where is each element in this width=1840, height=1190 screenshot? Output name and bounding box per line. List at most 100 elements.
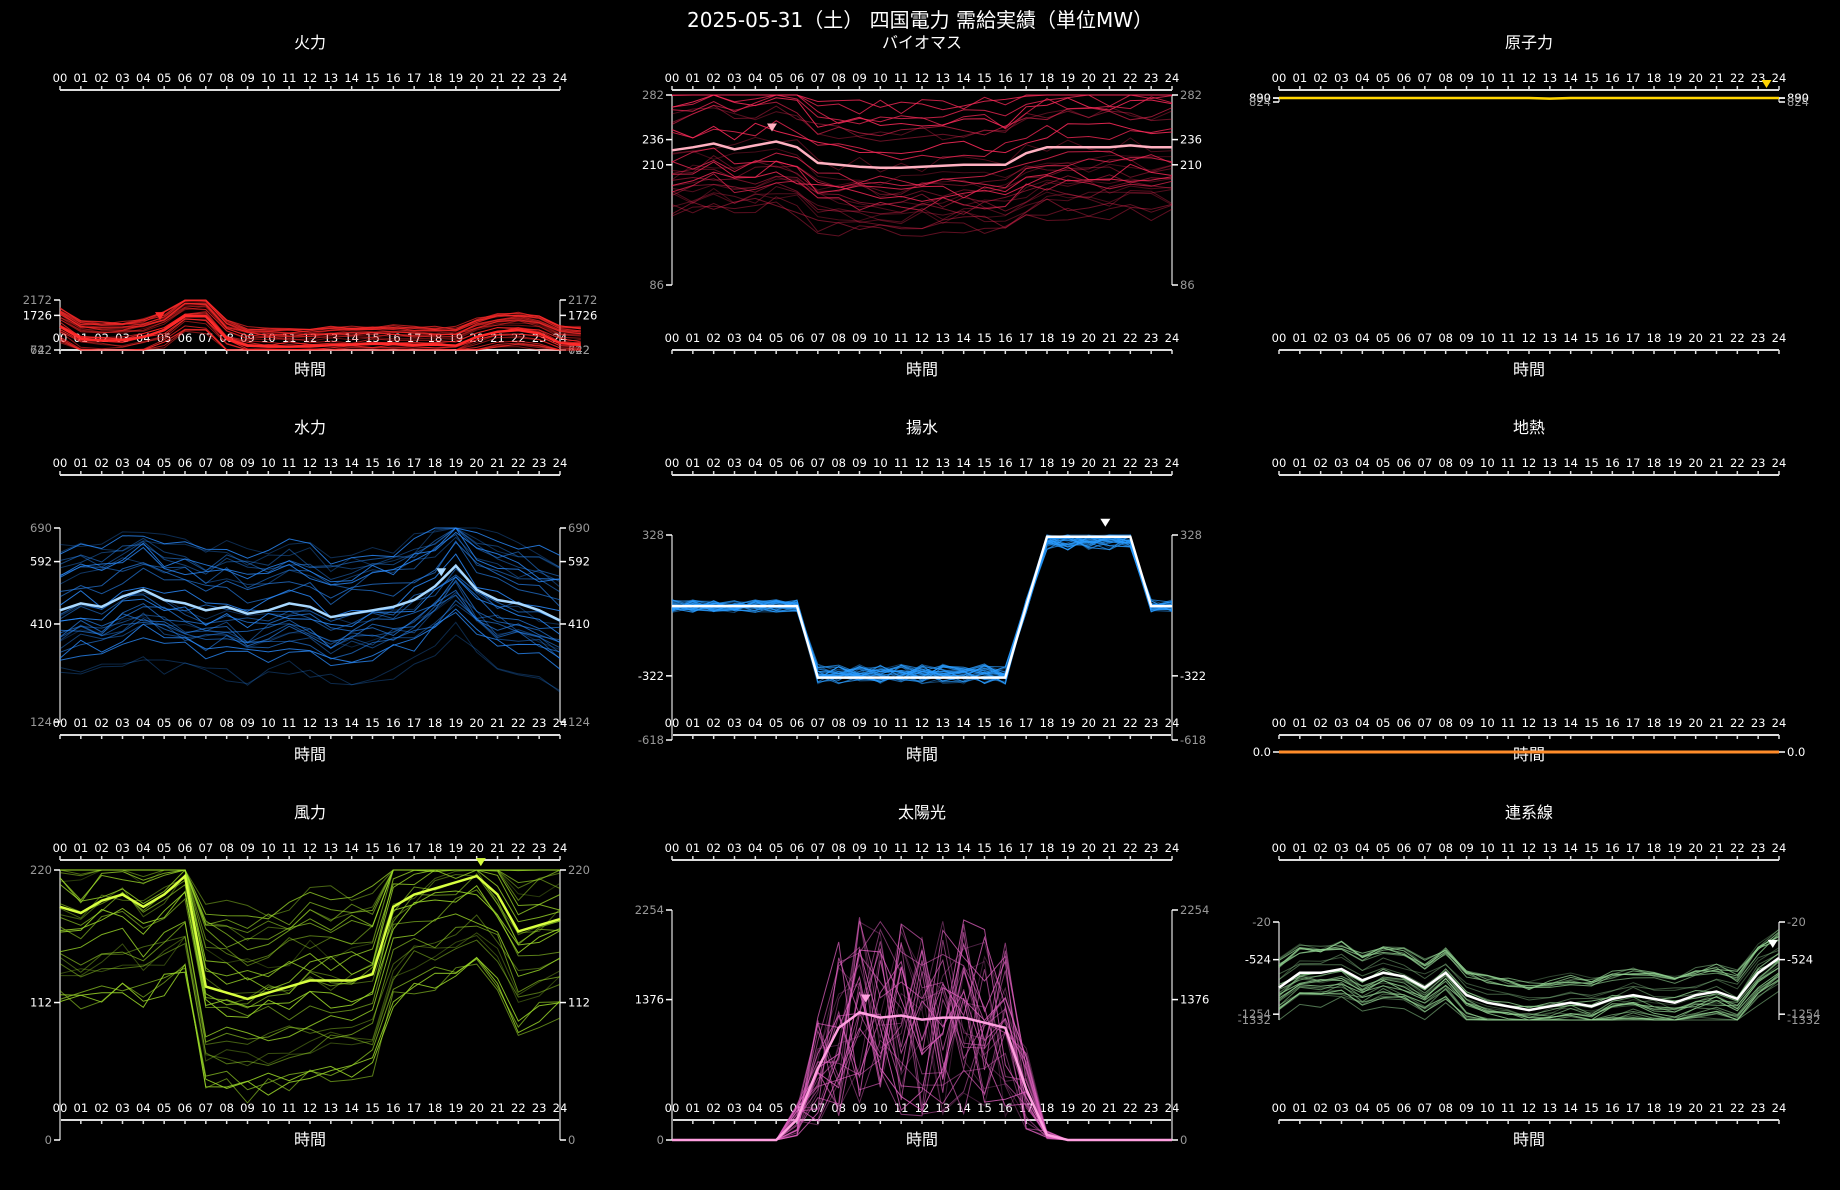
x-tick-label: 04	[1355, 456, 1370, 470]
x-tick-label: 08	[831, 1101, 846, 1115]
y-tick-label-left: -524	[1245, 953, 1271, 967]
x-tick-label: 13	[1543, 841, 1558, 855]
x-tick-label: 04	[136, 841, 151, 855]
x-tick-label: 07	[811, 331, 826, 345]
x-tick-label: 08	[1438, 716, 1453, 730]
x-tick-label: 15	[365, 841, 380, 855]
series-line	[1278, 928, 1780, 987]
x-tick-label: 08	[219, 1101, 234, 1115]
x-tick-label: 01	[74, 1101, 89, 1115]
x-tick-label: 17	[407, 71, 422, 85]
x-tick-label: 24	[1772, 1101, 1787, 1115]
x-tick-label: 02	[706, 841, 721, 855]
series-line	[671, 534, 1173, 680]
x-tick-label: 20	[469, 71, 484, 85]
x-tick-label: 13	[936, 331, 951, 345]
x-tick-label: 24	[553, 841, 568, 855]
x-tick-label: 09	[240, 841, 255, 855]
y-tick-label-right: 112	[568, 996, 590, 1010]
y-tick-label-left: 889	[1249, 91, 1271, 105]
series-line	[59, 536, 561, 588]
x-tick-label: 13	[1543, 456, 1558, 470]
x-tick-label: 16	[386, 71, 401, 85]
x-tick-label: 21	[1709, 456, 1724, 470]
x-tick-label: 16	[998, 841, 1013, 855]
series-line	[1278, 939, 1780, 987]
x-tick-label: 23	[1144, 331, 1159, 345]
x-tick-label: 19	[1061, 716, 1076, 730]
x-tick-label: 18	[1040, 716, 1055, 730]
x-tick-label: 00	[665, 331, 680, 345]
y-tick-label-left: 220	[30, 863, 52, 877]
x-tick-label: 20	[1081, 841, 1096, 855]
x-tick-label: 20	[1688, 331, 1703, 345]
x-tick-label: 09	[852, 456, 867, 470]
x-tick-label: 00	[1272, 71, 1287, 85]
x-tick-label: 22	[1730, 331, 1745, 345]
x-tick-label: 04	[1355, 716, 1370, 730]
x-tick-label: 16	[998, 716, 1013, 730]
x-tick-label: 20	[1688, 456, 1703, 470]
x-tick-label: 12	[915, 71, 930, 85]
x-axis-label: 時間	[294, 360, 326, 379]
series-line	[60, 869, 560, 929]
x-tick-label: 09	[852, 331, 867, 345]
x-tick-label: 17	[407, 331, 422, 345]
x-tick-label: 18	[1647, 716, 1662, 730]
series-line	[59, 634, 561, 693]
x-tick-label: 15	[977, 456, 992, 470]
x-tick-label: 01	[686, 841, 701, 855]
panel-0: 火力 00 01 02 03 04 05 06 07 08 09 10 11 12 13 14 15 16 17 18…	[23, 33, 598, 379]
x-tick-label: 11	[282, 71, 297, 85]
panel-title: 火力	[294, 33, 326, 52]
x-tick-label: 12	[303, 716, 318, 730]
x-tick-label: 00	[1272, 1101, 1287, 1115]
x-tick-label: 02	[706, 716, 721, 730]
series-line	[59, 934, 561, 1065]
x-tick-label: 01	[686, 1101, 701, 1115]
x-tick-label: 07	[199, 1101, 214, 1115]
series-line	[1278, 967, 1780, 1019]
x-tick-label: 05	[1376, 841, 1391, 855]
x-tick-label: 07	[199, 71, 214, 85]
x-tick-label: 06	[1397, 71, 1412, 85]
x-tick-label: 24	[1165, 841, 1180, 855]
x-tick-label: 20	[469, 716, 484, 730]
x-tick-label: 05	[157, 71, 172, 85]
x-tick-label: 01	[686, 716, 701, 730]
series-line	[59, 302, 581, 335]
x-tick-label: 18	[1647, 456, 1662, 470]
y-tick-label-right: 2172	[568, 293, 597, 307]
x-tick-label: 21	[1102, 71, 1117, 85]
y-tick-label-right: 889	[1787, 91, 1809, 105]
y-tick-label-left: 210	[642, 158, 664, 172]
x-tick-label: 13	[324, 1101, 339, 1115]
series-line	[671, 536, 1173, 683]
y-tick-label-right: -322	[1180, 669, 1206, 683]
x-tick-label: 10	[873, 1101, 888, 1115]
x-tick-label: 23	[532, 1101, 547, 1115]
series-line	[671, 196, 1173, 235]
current-marker	[155, 312, 165, 321]
x-tick-label: 06	[790, 456, 805, 470]
x-tick-label: 01	[74, 71, 89, 85]
series-line	[671, 197, 1173, 231]
x-tick-label: 07	[811, 71, 826, 85]
series-line	[59, 889, 561, 1021]
x-tick-label: 18	[1040, 1101, 1055, 1115]
y-tick-label-min: 642	[30, 343, 52, 357]
x-tick-label: 09	[852, 1101, 867, 1115]
series-line	[671, 178, 1173, 214]
series-line	[59, 299, 581, 331]
x-tick-label: 05	[1376, 331, 1391, 345]
series-line	[59, 963, 561, 1104]
series-line	[671, 534, 1173, 685]
series-line	[1278, 973, 1780, 1021]
y-tick-label-right: 282	[1180, 88, 1202, 102]
series-line	[59, 957, 561, 1090]
series-line	[59, 304, 581, 338]
y-tick-label-left: 2172	[23, 293, 52, 307]
x-tick-label: 01	[686, 456, 701, 470]
